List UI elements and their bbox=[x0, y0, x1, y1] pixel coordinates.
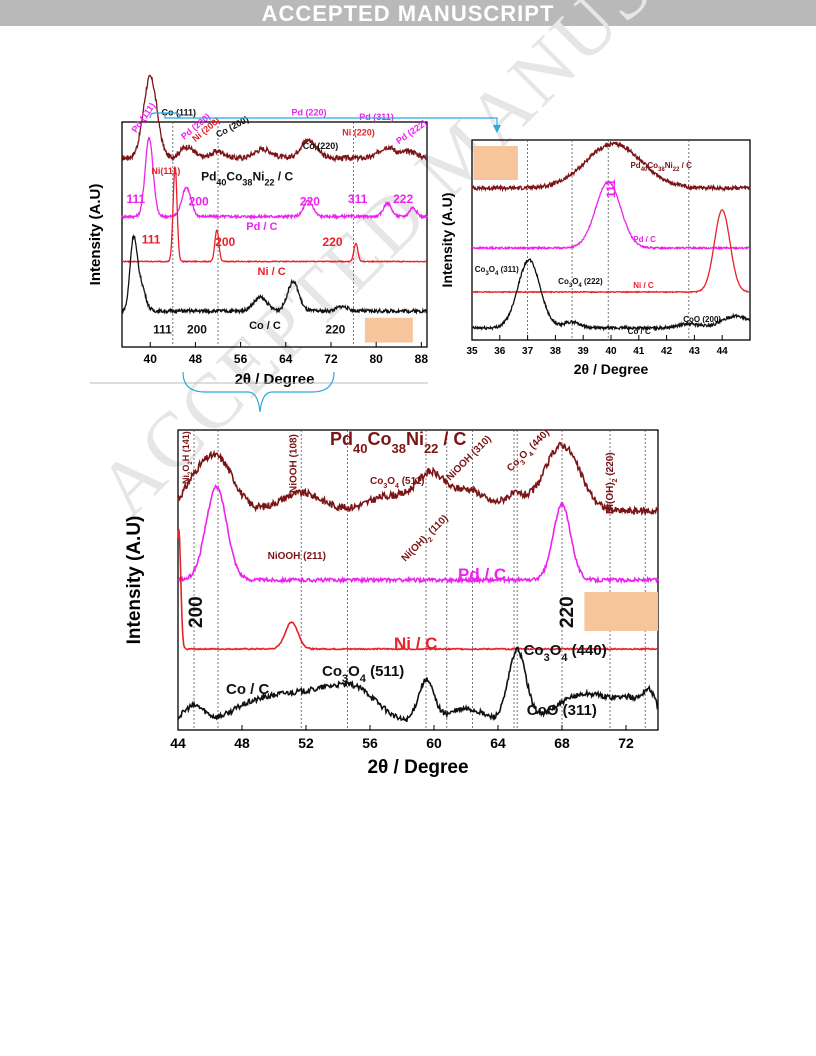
annotation-label: 111 bbox=[153, 323, 172, 337]
annotation-label: Co3O4 (511) bbox=[322, 663, 404, 685]
plot-area bbox=[121, 121, 428, 348]
annotation-label: NiOOH (211) bbox=[268, 551, 326, 562]
x-tick-label: 42 bbox=[661, 346, 673, 357]
x-tick-label: 56 bbox=[234, 352, 248, 366]
annotation-label: 220 bbox=[323, 235, 343, 249]
annotation-label: 200 bbox=[215, 235, 235, 249]
chart-panel-c: 44 48 52 56 60 64 68 72 2θ / Degree Intensity (A.… bbox=[124, 427, 659, 778]
annotation-label: Pd / C bbox=[458, 565, 506, 584]
annotation-label: Pd (220) bbox=[291, 107, 326, 117]
x-tick-label: 40 bbox=[605, 346, 617, 357]
highlight-box bbox=[584, 592, 658, 631]
x-tick-label: 39 bbox=[578, 346, 590, 357]
annotation-label: 222 bbox=[393, 192, 413, 206]
annotation-label: Pd / C bbox=[246, 221, 277, 233]
x-tick-label: 43 bbox=[689, 346, 701, 357]
x-axis-label: 2θ / Degree bbox=[235, 371, 315, 388]
series-line-3 bbox=[121, 233, 428, 316]
annotation-label: 111 bbox=[142, 233, 161, 247]
highlight-box bbox=[473, 146, 518, 180]
annotation-label: Ni(OH)2 (220) bbox=[605, 452, 619, 514]
series-line-2 bbox=[121, 165, 428, 264]
x-tick-label: 88 bbox=[415, 352, 429, 366]
annotation-label: NiOOH (108) bbox=[288, 434, 299, 493]
x-axis-label: 2θ / Degree bbox=[574, 361, 649, 377]
annotation-label: Ni / C bbox=[394, 634, 437, 653]
annotation-label: Co / C bbox=[226, 681, 269, 698]
x-axis-label: 2θ / Degree bbox=[367, 757, 468, 778]
x-tick-label: 52 bbox=[298, 735, 314, 751]
annotation-label: Co / C bbox=[628, 327, 651, 336]
y-axis-label: Intensity (A.U) bbox=[124, 516, 145, 645]
annotation-label: 220 bbox=[557, 596, 578, 628]
x-tick-label: 36 bbox=[494, 346, 506, 357]
x-tick-label: 72 bbox=[324, 352, 338, 366]
annotation-label: Pd40Co38Ni22 / C bbox=[330, 429, 466, 456]
zoom-arrow-line bbox=[164, 113, 498, 128]
annotation-label: 111 bbox=[127, 192, 146, 206]
x-tick-label: 37 bbox=[522, 346, 534, 357]
y-axis-label: Intensity (A.U) bbox=[439, 193, 455, 288]
annotation-label: Co3O4 (511) bbox=[370, 476, 425, 490]
series-line-3 bbox=[177, 646, 659, 722]
x-tick-label: 44 bbox=[717, 346, 729, 357]
annotation-label: 200 bbox=[187, 323, 207, 337]
banner: ACCEPTED MANUSCRIPT bbox=[0, 0, 816, 26]
series-line-2 bbox=[472, 209, 751, 294]
series-line-0 bbox=[121, 74, 428, 163]
annotation-label: Ni / C bbox=[633, 281, 654, 290]
annotation-label: Co3O4 (222) bbox=[558, 277, 603, 289]
series-line-0 bbox=[177, 441, 659, 516]
annotation-label: Ni (220) bbox=[342, 128, 375, 138]
x-tick-label: 48 bbox=[234, 735, 250, 751]
annotation-label: Co (220) bbox=[303, 141, 339, 151]
x-tick-label: 41 bbox=[633, 346, 645, 357]
highlight-box bbox=[364, 317, 413, 343]
annotation-label: 220 bbox=[300, 194, 320, 208]
series-line-0 bbox=[471, 140, 751, 193]
annotation-label: CoO (200) bbox=[683, 315, 721, 324]
y-axis-label: Intensity (A.U) bbox=[87, 184, 104, 286]
annotation-label: Co3O4 (440) bbox=[524, 642, 607, 664]
annotation-label: Pd40Co38Ni22 / C bbox=[630, 161, 692, 173]
annotation-label: Co3O4 (311) bbox=[475, 265, 519, 277]
annotation-label: 200 bbox=[186, 596, 207, 628]
x-tick-label: 80 bbox=[369, 352, 383, 366]
zoom-bracket-bottom bbox=[182, 371, 335, 413]
chart-panel-b: 35 36 37 38 39 40 41 42 43 44 2θ / Degree Intensity… bbox=[439, 139, 751, 377]
x-tick-label: 40 bbox=[144, 352, 158, 366]
series-line-3 bbox=[471, 258, 751, 332]
x-tick-label: 72 bbox=[618, 735, 634, 751]
series-line-2 bbox=[177, 529, 659, 651]
zoom-arrowhead bbox=[493, 125, 501, 133]
annotation-label: Pd40Co38Ni22 / C bbox=[201, 170, 293, 188]
x-tick-label: 56 bbox=[362, 735, 378, 751]
annotation-label: Pd / C bbox=[633, 235, 656, 244]
x-tick-label: 48 bbox=[189, 352, 203, 366]
annotation-label: Co / C bbox=[249, 320, 281, 332]
x-tick-label: 35 bbox=[466, 346, 478, 357]
x-tick-label: 68 bbox=[554, 735, 570, 751]
series-line-1 bbox=[177, 483, 659, 585]
annotation-label: Ni / C bbox=[258, 266, 286, 278]
series-line-1 bbox=[471, 180, 751, 251]
annotation-label: Ni(111) bbox=[151, 166, 180, 176]
annotation-label: Co (111) bbox=[162, 107, 197, 117]
x-tick-label: 44 bbox=[170, 735, 186, 751]
annotation-label: 220 bbox=[325, 323, 345, 337]
annotation-label: 111 bbox=[604, 179, 618, 198]
annotation-label: Ni2O2H (141) bbox=[181, 431, 194, 484]
annotation-label: CoO (311) bbox=[527, 702, 597, 719]
annotation-label: Pd (311) bbox=[359, 112, 394, 122]
x-tick-label: 64 bbox=[490, 735, 506, 751]
x-tick-label: 38 bbox=[550, 346, 562, 357]
annotation-label: 311 bbox=[348, 192, 368, 206]
x-tick-label: 64 bbox=[279, 352, 293, 366]
annotation-label: 200 bbox=[189, 194, 209, 208]
x-tick-label: 60 bbox=[426, 735, 442, 751]
chart-panel-a: 40 48 56 64 72 80 88 2θ / Degree Intensity (A.U)… bbox=[87, 74, 429, 388]
